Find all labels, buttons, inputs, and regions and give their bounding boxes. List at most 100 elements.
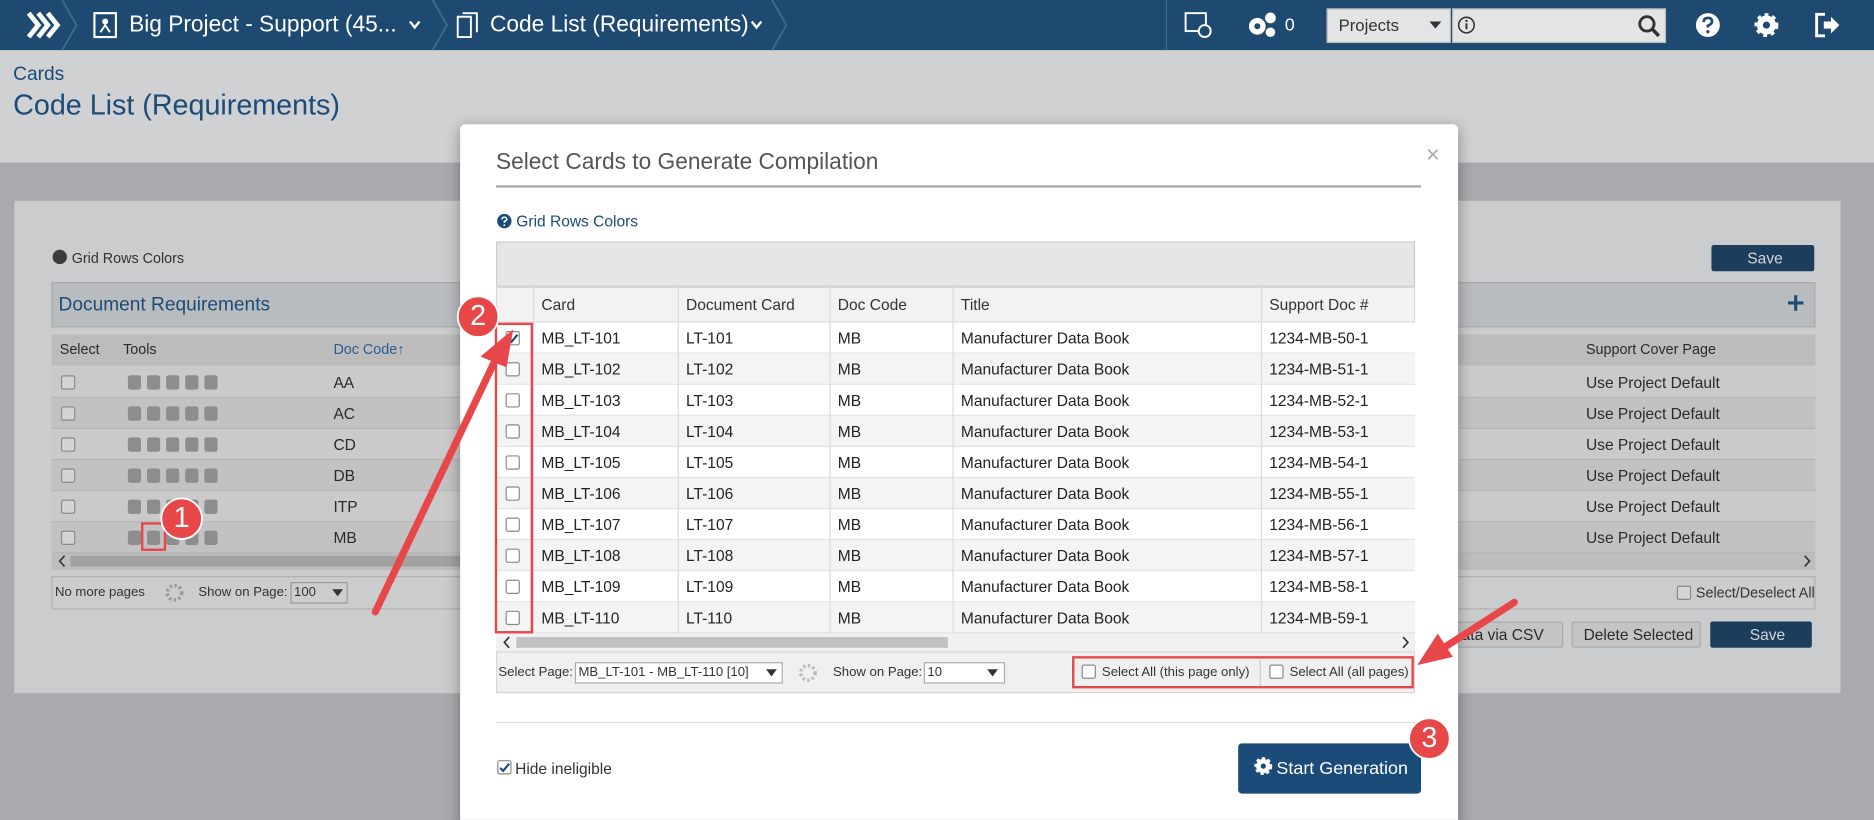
- grid-rows-colors: Grid Rows Colors: [71, 249, 185, 267]
- select-all-page: Select All (this page only): [1101, 665, 1250, 680]
- cell: LT-110: [686, 608, 733, 627]
- doc-code: AA: [333, 373, 355, 392]
- column-header: Document Card: [686, 295, 795, 314]
- tool-icons[interactable]: [127, 374, 230, 391]
- pager-status: No more pages: [54, 585, 145, 600]
- column-header: Tools: [123, 340, 157, 358]
- checkbox[interactable]: [505, 424, 520, 439]
- tool-icons[interactable]: [127, 405, 230, 422]
- scroll-right: [1804, 555, 1811, 568]
- checkbox[interactable]: [1269, 664, 1284, 679]
- checkbox[interactable]: [60, 468, 76, 483]
- logo[interactable]: [26, 11, 62, 40]
- doc-code: DB: [333, 466, 356, 485]
- breadcrumb[interactable]: Code List (Requirements): [490, 12, 749, 38]
- close-button[interactable]: ×: [1425, 142, 1440, 169]
- cell: 1234-MB-54-1: [1269, 453, 1369, 472]
- select-deselect-all: Select/Deselect All: [1695, 584, 1815, 602]
- cell: MB_LT-101: [541, 329, 621, 348]
- doc-code: CD: [333, 435, 356, 454]
- support-cover-page: Use Project Default: [1585, 528, 1720, 547]
- hide-ineligible: Hide ineligible: [515, 759, 612, 778]
- spinner: [165, 583, 184, 602]
- help-icon: [497, 213, 512, 229]
- cell: Manufacturer Data Book: [960, 360, 1130, 379]
- cell: MB: [837, 453, 862, 472]
- tool-icons[interactable]: [127, 436, 230, 453]
- search-box[interactable]: [1452, 8, 1667, 44]
- tool-icons[interactable]: [127, 467, 230, 484]
- page-title: Code List (Requirements): [13, 89, 340, 122]
- support-cover-page: Use Project Default: [1585, 497, 1720, 516]
- cell: Manufacturer Data Book: [960, 391, 1130, 410]
- jobs-icon[interactable]: [1247, 11, 1278, 40]
- checkbox[interactable]: [497, 760, 512, 775]
- checkbox[interactable]: [505, 362, 520, 377]
- cell: MB: [837, 391, 862, 410]
- cell: 1234-MB-56-1: [1269, 515, 1369, 534]
- callout-badge: [456, 295, 500, 338]
- grid-toolbar: [495, 241, 1416, 287]
- cell: MB: [837, 422, 862, 441]
- caret: [409, 20, 421, 30]
- add-icon[interactable]: [1787, 295, 1804, 311]
- job-counter: 0: [1284, 14, 1295, 36]
- checkbox[interactable]: [60, 375, 76, 390]
- help-icon[interactable]: [1695, 12, 1721, 38]
- caret: [987, 669, 998, 677]
- checkbox[interactable]: [60, 530, 76, 545]
- checkbox[interactable]: [60, 406, 76, 421]
- checkbox[interactable]: [505, 548, 520, 563]
- cell: Manufacturer Data Book: [960, 577, 1130, 596]
- breadcrumb[interactable]: Big Project - Support (45...: [129, 12, 397, 38]
- settings-icon[interactable]: [1753, 12, 1779, 38]
- cell: MB_LT-102: [541, 360, 621, 379]
- cell: 1234-MB-53-1: [1269, 422, 1369, 441]
- checkbox[interactable]: [60, 499, 76, 514]
- checkbox[interactable]: [1081, 664, 1096, 679]
- grid-rows-colors-link[interactable]: Grid Rows Colors: [516, 212, 639, 231]
- callout-number: 3: [1421, 721, 1438, 755]
- separator: [61, 0, 78, 51]
- highlight: [141, 522, 167, 551]
- action-button[interactable]: [1710, 621, 1812, 648]
- checkbox[interactable]: [505, 579, 520, 594]
- scroll-left: [503, 636, 510, 649]
- support-cover-page: Use Project Default: [1585, 373, 1720, 392]
- page-size-select[interactable]: [290, 582, 348, 604]
- checkbox[interactable]: [505, 455, 520, 470]
- caret: [1429, 21, 1442, 29]
- doc-code: ITP: [333, 497, 358, 516]
- select-page[interactable]: [574, 662, 783, 684]
- column-border: [952, 322, 954, 634]
- cell: MB: [837, 360, 862, 379]
- cell: LT-105: [686, 453, 734, 472]
- search-icon[interactable]: [1637, 14, 1661, 38]
- checkbox[interactable]: [505, 517, 520, 532]
- callout-badge: [160, 497, 203, 540]
- cell: MB_LT-110: [541, 608, 620, 627]
- logout-icon[interactable]: [1813, 12, 1842, 38]
- help-icon: [52, 249, 67, 265]
- checkbox[interactable]: [60, 437, 76, 452]
- checkbox[interactable]: [1676, 585, 1692, 600]
- cell: 1234-MB-52-1: [1269, 391, 1369, 410]
- action-button[interactable]: [1571, 621, 1701, 648]
- schedule-icon[interactable]: [1184, 12, 1213, 39]
- column-header: Support Cover Page: [1585, 340, 1716, 358]
- checkbox[interactable]: [505, 486, 520, 501]
- page-size-select[interactable]: [923, 662, 1006, 684]
- cell: MB_LT-108: [541, 546, 621, 565]
- action-label: Save: [1749, 625, 1786, 644]
- checkbox[interactable]: [505, 610, 520, 626]
- select-page-label: Select Page:: [498, 665, 573, 680]
- projects-label: Projects: [1338, 15, 1400, 35]
- cell: LT-107: [686, 515, 734, 534]
- checkbox[interactable]: [505, 393, 520, 408]
- separator: [1259, 659, 1261, 687]
- cell: MB: [837, 484, 862, 503]
- save-button[interactable]: [1711, 245, 1815, 272]
- projects-select[interactable]: [1326, 8, 1451, 44]
